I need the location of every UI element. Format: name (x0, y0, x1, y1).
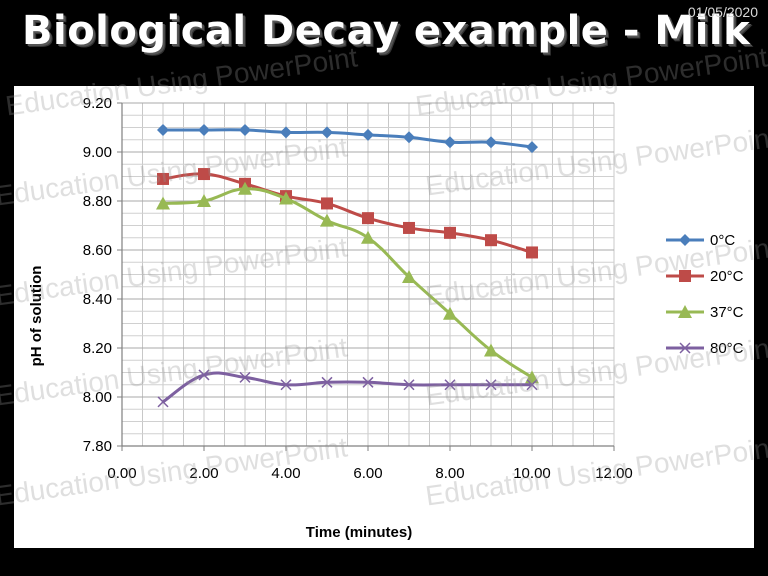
data-point-20c (321, 197, 333, 210)
data-point-37c (279, 191, 293, 205)
legend-marker-0c (679, 234, 691, 246)
slide-title: Biological Decay example - Milk (22, 8, 751, 54)
x-marker-stroke (157, 396, 169, 408)
data-point-80c (239, 371, 251, 383)
data-point-0c (526, 141, 538, 154)
data-point-0c (362, 128, 374, 141)
data-point-20c (157, 172, 169, 185)
legend-marker-37c (678, 305, 692, 318)
data-point-0c (157, 123, 169, 136)
x-tick-label: 10.00 (513, 465, 551, 482)
data-point-20c (198, 168, 210, 181)
y-tick-label: 8.80 (83, 193, 112, 210)
data-point-20c (526, 246, 538, 259)
data-point-80c (403, 379, 415, 391)
data-point-0c (239, 123, 251, 136)
x-marker-stroke (679, 342, 691, 354)
x-marker-stroke (403, 379, 415, 391)
slide-date: 01/05/2020 (687, 4, 758, 20)
data-point-37c (320, 213, 334, 227)
data-point-20c (403, 221, 415, 234)
data-point-20c (444, 226, 456, 239)
data-point-80c (198, 369, 210, 381)
y-tick-label: 9.20 (83, 95, 112, 112)
x-marker-stroke (239, 371, 251, 383)
data-point-37c (484, 343, 498, 357)
x-marker-stroke (198, 369, 210, 381)
data-point-0c (280, 126, 292, 139)
data-point-20c (485, 234, 497, 247)
data-point-37c (197, 194, 211, 207)
data-point-80c (526, 379, 538, 391)
data-point-0c (444, 136, 456, 149)
x-marker-stroke (280, 379, 292, 391)
ph-line-chart: 7.80 8.00 8.20 8.40 8.60 8.80 9.00 9.20 0.00 2.00… (28, 95, 744, 541)
y-tick-label: 8.00 (83, 389, 112, 406)
data-point-37c (238, 181, 252, 195)
data-point-37c (402, 269, 416, 283)
x-marker-stroke (362, 376, 374, 388)
legend-label-37c: 37°C (710, 304, 744, 321)
data-point-80c (444, 379, 456, 391)
data-point-80c (485, 379, 497, 391)
data-point-20c (362, 212, 374, 225)
data-point-80c (157, 396, 169, 408)
data-point-0c (198, 123, 210, 136)
data-point-80c (362, 376, 374, 388)
x-tick-label: 6.00 (353, 465, 382, 482)
data-point-37c (156, 196, 170, 210)
y-tick-label: 8.20 (83, 340, 112, 357)
legend-label-20c: 20°C (710, 268, 744, 285)
data-point-80c (280, 379, 292, 391)
data-point-80c (321, 376, 333, 388)
x-tick-label: 12.00 (595, 465, 633, 482)
x-marker-stroke (526, 379, 538, 391)
data-point-37c (361, 230, 375, 244)
x-axis-label: Time (minutes) (306, 524, 412, 541)
chart-panel: 7.80 8.00 8.20 8.40 8.60 8.80 9.00 9.20 0.00 2.00… (0, 41, 768, 548)
x-marker-stroke (485, 379, 497, 391)
series-line-37c (162, 187, 533, 379)
legend-label-0c: 0°C (710, 232, 735, 249)
x-marker-stroke (321, 376, 333, 388)
y-axis-label: pH of solution (28, 266, 45, 367)
series-line-0c (162, 128, 533, 149)
data-point-0c (321, 126, 333, 139)
x-marker-stroke (444, 379, 456, 391)
x-tick-label: 0.00 (107, 465, 136, 482)
y-tick-label: 7.80 (83, 438, 112, 455)
legend-label-80c: 80°C (710, 340, 744, 357)
data-point-37c (443, 306, 457, 320)
y-tick-label: 8.40 (83, 291, 112, 308)
series-line-20c (162, 172, 533, 254)
y-tick-label: 8.60 (83, 242, 112, 259)
x-tick-label: 2.00 (189, 465, 218, 482)
x-tick-label: 4.00 (271, 465, 300, 482)
x-tick-label: 8.00 (435, 465, 464, 482)
data-point-0c (403, 131, 415, 144)
data-point-37c (525, 370, 539, 384)
legend-marker-80c (679, 342, 691, 354)
y-tick-label: 9.00 (83, 144, 112, 161)
data-point-0c (485, 136, 497, 149)
series-line-80c (162, 371, 532, 404)
legend-marker-20c (679, 270, 691, 282)
